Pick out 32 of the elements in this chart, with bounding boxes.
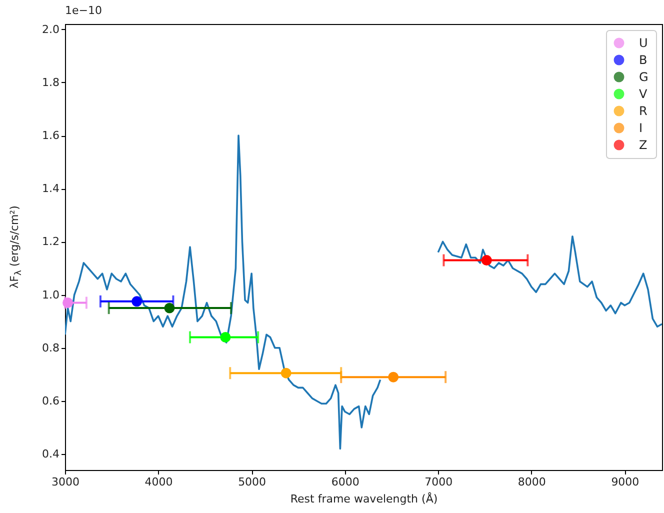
legend-label: Z (639, 138, 648, 152)
y-tick-label: 2.0 (42, 22, 60, 36)
x-tick-label: 7000 (424, 476, 453, 488)
y-tick-label: 0.4 (42, 448, 60, 461)
point (280, 368, 292, 378)
x-tick-label: 4000 (144, 476, 173, 488)
legend-label: R (639, 104, 648, 118)
y-tick-label: 1.8 (42, 76, 60, 89)
legend-label: B (639, 53, 648, 67)
legend-label: U (639, 36, 648, 50)
legend-label: I (639, 121, 643, 135)
y-tick-label: 1.0 (42, 288, 60, 302)
y-tick-label: 1.4 (42, 182, 60, 196)
x-tick-label: 3000 (52, 476, 80, 488)
y-tick-label: 0.8 (42, 341, 60, 354)
y-tick-label: 0.6 (42, 394, 60, 408)
x-tick-label: 6000 (331, 476, 360, 488)
text: 1e−10 (65, 4, 102, 17)
point (388, 372, 399, 382)
x-tick-label: 5000 (238, 476, 266, 488)
point (220, 332, 231, 342)
legend-label: G (639, 70, 648, 84)
point (62, 298, 74, 308)
x-tick-label: 9000 (611, 476, 640, 488)
point (164, 302, 175, 314)
legend-label: V (639, 87, 648, 101)
point (132, 296, 142, 307)
x-tick-label: 8000 (518, 476, 546, 488)
y-tick-label: 1.6 (42, 129, 60, 142)
y-tick-label: 1.2 (42, 235, 60, 248)
x-axis-title: Rest frame wavelength (Å) (290, 492, 438, 506)
point (481, 255, 492, 266)
